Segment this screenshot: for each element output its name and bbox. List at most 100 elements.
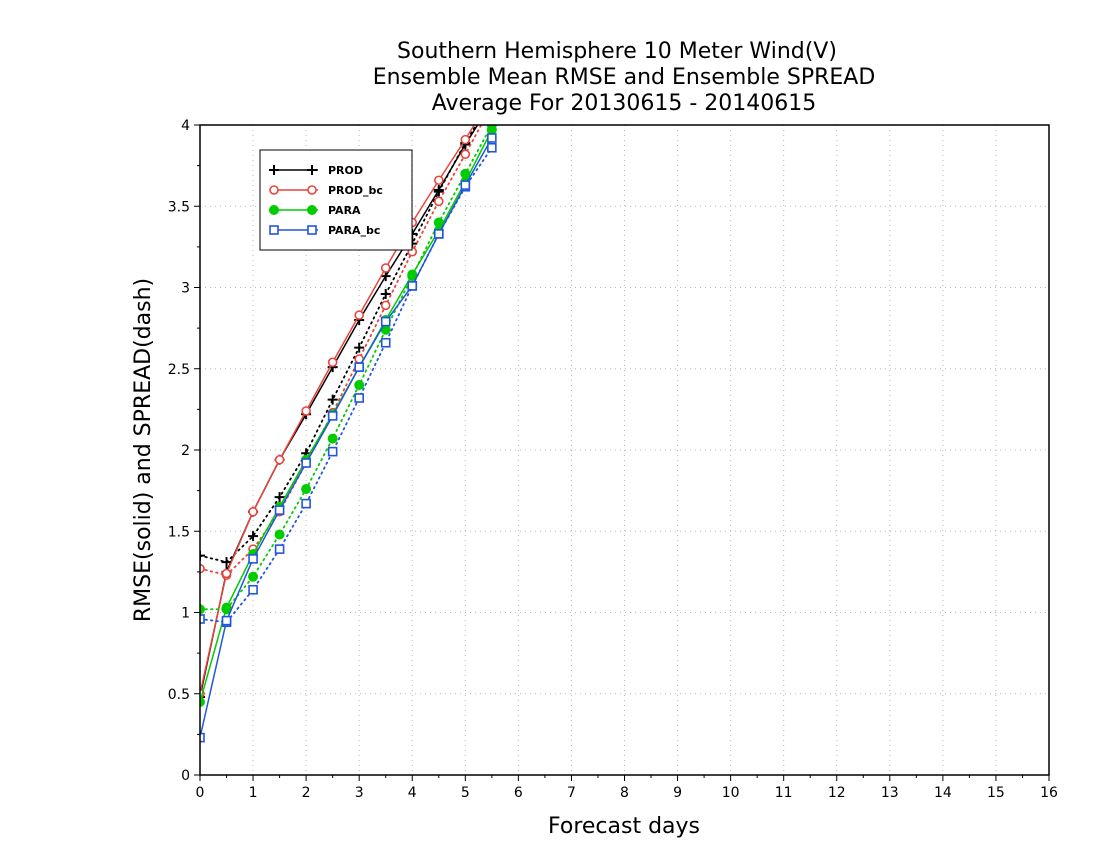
spread-line-PROD_bc xyxy=(200,125,483,577)
legend-marker xyxy=(269,185,279,195)
plot-frame xyxy=(199,124,1050,776)
rmse-point-PARA_bc xyxy=(433,229,444,239)
spread-point-PROD_bc xyxy=(460,149,471,160)
y-axis: 0 0.5 1 1.5 2 2.5 3 3.5 4 xyxy=(168,118,200,784)
rmse-point-PROD_bc xyxy=(274,454,285,465)
legend-label: PROD xyxy=(328,164,363,177)
y-tick-label: 3 xyxy=(181,281,190,297)
rmse-point-PROD_bc xyxy=(301,406,311,416)
rmse-point-PROD xyxy=(433,185,444,195)
legend-marker xyxy=(307,165,317,175)
legend-marker xyxy=(307,205,317,215)
title-line-1: Southern Hemisphere 10 Meter Wind(V) xyxy=(397,39,837,64)
legend-box xyxy=(259,149,413,251)
x-tick-label: 6 xyxy=(514,785,523,801)
rmse-point-PARA_bc xyxy=(487,133,497,143)
legend-label: PROD_bc xyxy=(328,184,383,197)
y-tick-label: 2.5 xyxy=(168,362,190,378)
rmse-point-PARA_bc xyxy=(460,180,471,190)
spread-point-PARA_bc xyxy=(327,446,338,457)
x-axis: 0 1 2 3 4 5 6 7 8 9 10 11 12 13 14 15 16 xyxy=(196,775,1058,801)
rmse-point-PROD_bc xyxy=(354,310,364,320)
rmse-point-PARA_bc xyxy=(221,615,232,626)
legend-marker xyxy=(269,225,279,235)
spread-point-PROD xyxy=(200,550,205,561)
rmse-point-PROD_bc xyxy=(248,506,258,517)
legend-entry: PARA_bc xyxy=(269,224,380,237)
rmse-point-PROD_bc xyxy=(460,134,471,145)
rmse-point-PARA xyxy=(221,602,232,613)
spread-point-PARA_bc xyxy=(274,544,285,554)
legend-entry: PROD xyxy=(269,164,363,177)
y-tick-label: 3.5 xyxy=(168,199,190,215)
rmse-point-PROD_bc xyxy=(221,568,232,579)
rmse-point-PROD_bc xyxy=(433,175,444,186)
rmse-point-PARA_bc xyxy=(248,554,258,564)
title-line-3: Average For 20130615 - 20140615 xyxy=(432,91,817,116)
x-tick-label: 16 xyxy=(1040,785,1058,801)
x-tick-label: 8 xyxy=(620,785,629,801)
spread-point-PARA_bc xyxy=(200,614,205,624)
legend-marker xyxy=(269,165,279,175)
x-tick-label: 11 xyxy=(775,785,793,801)
rmse-point-PARA_bc xyxy=(200,732,205,743)
spread-point-PARA_bc xyxy=(380,337,391,348)
spread-point-PARA xyxy=(354,380,365,390)
y-tick-label: 1 xyxy=(181,606,190,622)
rmse-point-PROD_bc xyxy=(327,357,338,368)
rmse-point-PROD_bc xyxy=(380,263,391,273)
rmse-point-PARA_bc xyxy=(380,316,391,327)
spread-point-PARA_bc xyxy=(354,393,364,403)
x-tick-label: 12 xyxy=(828,785,846,801)
x-tick-label: 1 xyxy=(249,785,258,801)
x-tick-label: 9 xyxy=(673,785,682,801)
spread-point-PROD_bc xyxy=(380,300,391,311)
y-tick-label: 1.5 xyxy=(168,524,190,540)
y-tick-label: 2 xyxy=(181,443,190,459)
spread-point-PARA xyxy=(200,604,205,615)
rmse-point-PARA_bc xyxy=(274,505,285,515)
x-tick-label: 15 xyxy=(987,785,1005,801)
legend-marker xyxy=(269,205,279,215)
legend-marker xyxy=(307,225,317,235)
rmse-line-PROD_bc xyxy=(200,125,476,694)
x-axis-title: Forecast days xyxy=(548,814,700,839)
spread-point-PROD_bc xyxy=(200,563,205,574)
series-PROD_bc xyxy=(200,125,483,699)
x-tick-label: 3 xyxy=(355,785,364,801)
x-tick-label: 7 xyxy=(567,785,576,801)
spread-point-PROD xyxy=(274,492,285,503)
rmse-point-PARA_bc xyxy=(327,411,338,421)
series-PARA_bc xyxy=(200,133,497,743)
legend-label: PARA xyxy=(328,204,361,217)
x-tick-label: 2 xyxy=(302,785,311,801)
rmse-point-PARA xyxy=(486,125,497,135)
legend: PROD PROD_bc PARA PARA_bc xyxy=(259,149,413,251)
x-tick-label: 14 xyxy=(934,785,952,801)
legend-marker xyxy=(307,185,317,195)
spread-point-PROD_bc xyxy=(433,196,444,207)
legend-label: PARA_bc xyxy=(328,224,380,237)
spread-point-PARA xyxy=(327,433,338,444)
rmse-point-PARA xyxy=(200,696,205,707)
x-tick-label: 13 xyxy=(881,785,899,801)
x-tick-label: 0 xyxy=(196,785,205,801)
x-tick-label: 5 xyxy=(461,785,470,801)
spread-point-PARA xyxy=(248,571,259,582)
x-tick-label: 4 xyxy=(408,785,417,801)
spread-point-PROD xyxy=(221,557,232,568)
rmse-point-PARA_bc xyxy=(407,281,418,291)
spread-point-PARA xyxy=(274,529,285,540)
legend-entry: PARA xyxy=(269,204,361,217)
rmse-line-PARA_bc xyxy=(200,137,493,738)
rmse-point-PARA xyxy=(407,269,418,280)
spread-point-PARA_bc xyxy=(301,498,311,509)
spread-point-PROD xyxy=(248,531,259,542)
spread-point-PARA xyxy=(301,484,312,494)
spread-point-PROD xyxy=(327,394,338,405)
y-axis-title: RMSE(solid) and SPREAD(dash) xyxy=(131,278,156,622)
plot-series xyxy=(200,125,497,743)
title-line-2: Ensemble Mean RMSE and Ensemble SPREAD xyxy=(373,65,876,90)
grid xyxy=(200,125,1049,775)
